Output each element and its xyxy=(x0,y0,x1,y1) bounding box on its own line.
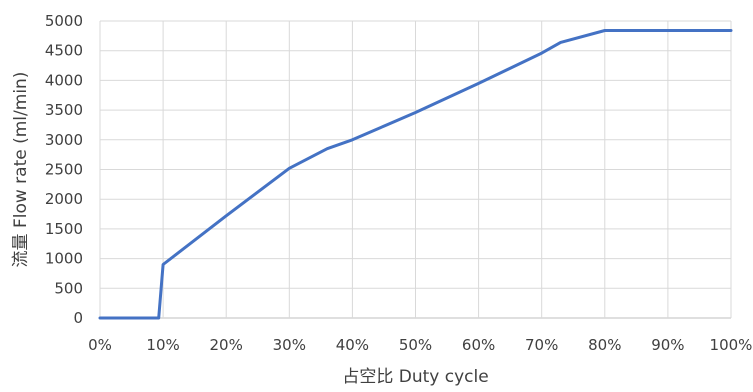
y-tick-label: 2500 xyxy=(45,161,83,179)
series-layer xyxy=(98,29,733,320)
y-tick-label: 0 xyxy=(73,309,83,327)
y-tick-label: 3500 xyxy=(45,101,83,119)
x-tick-label: 60% xyxy=(462,336,495,354)
y-tick-label: 4500 xyxy=(45,42,83,60)
y-tick-label: 4000 xyxy=(45,71,83,89)
x-tick-label: 0% xyxy=(88,336,112,354)
x-tick-label: 30% xyxy=(273,336,306,354)
x-tick-label: 10% xyxy=(146,336,179,354)
y-tick-label: 1000 xyxy=(45,250,83,268)
grid xyxy=(99,20,732,319)
x-tick-label: 20% xyxy=(210,336,243,354)
x-tick-label: 40% xyxy=(336,336,369,354)
y-axis-ticks: 0 500 1000 1500 2000 2500 3000 3500 4000 4500 5000 xyxy=(45,12,83,327)
x-axis-title: 占空比 Duty cycle xyxy=(342,367,488,387)
x-tick-label: 80% xyxy=(588,336,621,354)
x-axis-ticks: 0% 10% 20% 30% 40% 50% 60% 70% 80% 90% 100% xyxy=(88,336,752,354)
y-tick-label: 500 xyxy=(54,279,83,297)
y-tick-label: 1500 xyxy=(45,220,83,238)
series-line xyxy=(98,29,733,320)
x-tick-label: 70% xyxy=(525,336,558,354)
y-tick-label: 3000 xyxy=(45,131,83,149)
y-axis-title: 流量 Flow rate (ml/min) xyxy=(11,72,31,268)
y-tick-label: 5000 xyxy=(45,12,83,30)
x-tick-label: 100% xyxy=(710,336,753,354)
x-tick-label: 50% xyxy=(399,336,432,354)
x-tick-label: 90% xyxy=(651,336,684,354)
y-tick-label: 2000 xyxy=(45,190,83,208)
